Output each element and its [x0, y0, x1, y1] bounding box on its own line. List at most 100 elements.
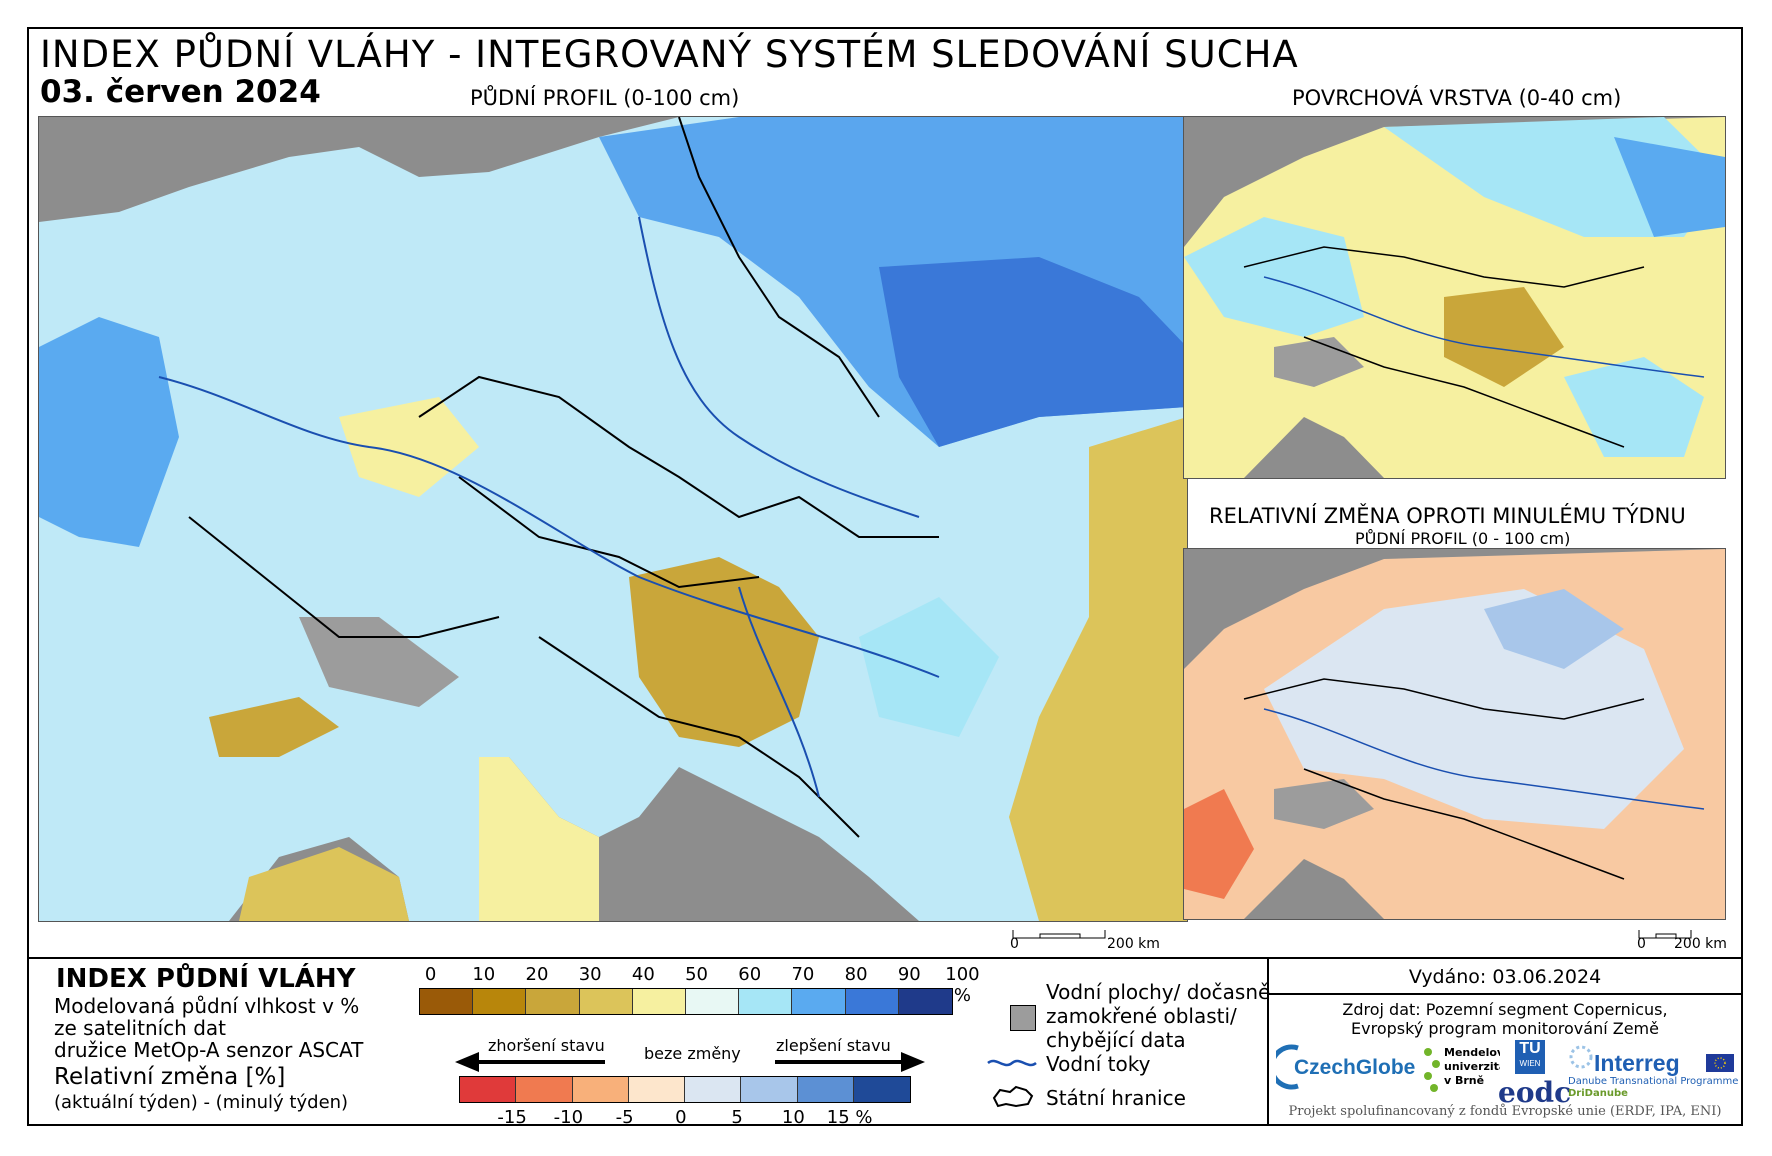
legend-desc-3: družice MetOp-A senzor ASCAT	[54, 1038, 364, 1062]
change-map-sublabel: PŮDNÍ PROFIL (0 - 100 cm)	[1355, 529, 1571, 548]
water-swatch	[1010, 1005, 1036, 1031]
moisture-tick-label: 40	[631, 964, 655, 985]
moisture-tick-label: 50	[685, 964, 708, 985]
surface-map-graphic	[1184, 117, 1725, 478]
wien-text: WIEN	[1519, 1059, 1541, 1068]
moisture-swatch	[685, 989, 740, 1014]
river-line-graphic	[987, 1059, 1037, 1067]
source-line-2: Evropský program monitorování Země	[1351, 1019, 1659, 1038]
moisture-swatch	[632, 989, 686, 1014]
change-swatch	[460, 1077, 517, 1102]
change-tick-label: 10	[781, 1107, 805, 1128]
source-line-1: Zdroj dat: Pozemní segment Copernicus,	[1342, 1000, 1668, 1019]
issued-divider	[1269, 993, 1743, 995]
legend-desc-2: ze satelitních dat	[54, 1016, 226, 1040]
change-ticks: -15 -10 -5 0 5 10 15 %	[484, 1107, 878, 1128]
moisture-tick-label: 60	[738, 964, 762, 985]
moisture-ticks: 0 10 20 30 40 50 60 70 80 90 100 %	[404, 964, 989, 1006]
change-swatch	[853, 1077, 910, 1102]
change-swatch	[516, 1077, 573, 1102]
change-tick-label: -10	[553, 1107, 584, 1128]
main-scale-zero: 0	[1010, 936, 1019, 952]
moisture-tick-label: 70	[791, 964, 815, 985]
czechglobe-text: CzechGlobe	[1294, 1056, 1415, 1079]
interreg-subtitle: Danube Transnational Programme	[1568, 1076, 1739, 1087]
interreg-star-graphic	[1569, 1045, 1593, 1069]
czechglobe-logo: CzechGlobe	[1269, 1042, 1416, 1092]
moisture-tick-label: 90	[897, 964, 921, 985]
worse-arrow-graphic	[455, 1052, 605, 1072]
change-tick-label: 5	[731, 1107, 743, 1128]
moisture-swatch	[792, 989, 846, 1014]
mendel-logo-graphic: Mendelova univerzita v Brně	[1424, 1046, 1512, 1092]
change-title: Relativní změna [%]	[54, 1064, 286, 1090]
relative-change-map	[1183, 548, 1726, 920]
change-swatch	[628, 1077, 685, 1102]
better-label: zlepšení stavu	[776, 1036, 891, 1055]
small-scale-bar	[1636, 928, 1696, 944]
change-tick-label: -5	[615, 1107, 634, 1128]
moisture-swatch	[473, 989, 527, 1014]
small-scale-value: 200 km	[1674, 936, 1727, 952]
tu-text: TU	[1519, 1040, 1541, 1057]
water-label-1: Vodní plochy/ dočasně	[1046, 980, 1271, 1004]
water-label-3: chybějící data	[1046, 1028, 1186, 1052]
moisture-color-bar	[419, 988, 953, 1015]
moisture-swatch	[526, 989, 580, 1014]
worse-arrow	[455, 1050, 605, 1078]
mendel-logo: Mendelova univerzita v Brně	[1420, 1044, 1512, 1100]
tu-wien-logo: TU WIEN	[1515, 1040, 1545, 1074]
change-swatch	[685, 1077, 742, 1102]
small-scale-graphic	[1638, 930, 1692, 939]
worse-label: zhoršení stavu	[488, 1036, 605, 1055]
czechglobe-logo-graphic: CzechGlobe	[1269, 1044, 1415, 1090]
moisture-swatch	[579, 989, 633, 1014]
issued-date: Vydáno: 03.06.2024	[1408, 966, 1602, 988]
dridanube-label: DriDanube	[1568, 1088, 1628, 1099]
moisture-tick-label: 100 %	[945, 964, 980, 1006]
better-arrow-graphic	[775, 1052, 925, 1072]
change-tick-label: 0	[675, 1107, 687, 1128]
better-arrow	[775, 1050, 925, 1078]
page-title: INDEX PŮDNÍ VLÁHY - INTEGROVANÝ SYSTÉM S…	[40, 33, 1299, 76]
info-divider	[1267, 957, 1269, 1126]
date-label: 03. červen 2024	[40, 74, 321, 110]
main-scale-graphic	[1012, 930, 1106, 939]
legend-title: INDEX PŮDNÍ VLÁHY	[56, 964, 356, 994]
change-map-label: RELATIVNÍ ZMĚNA OPROTI MINULÉMU TÝDNU	[1209, 504, 1686, 528]
mendel-text-3: v Brně	[1444, 1074, 1484, 1087]
eu-flag-icon	[1706, 1054, 1734, 1072]
moisture-tick-label: 80	[844, 964, 868, 985]
moisture-tick-label: 30	[578, 964, 602, 985]
legend-divider	[27, 957, 1743, 959]
change-desc: (aktuální týden) - (minulý týden)	[54, 1092, 349, 1113]
surface-layer-map	[1183, 116, 1726, 479]
change-tick-label: 15 %	[826, 1107, 873, 1128]
river-line-icon	[986, 1054, 1038, 1076]
change-swatch	[797, 1077, 854, 1102]
no-change-label: beze změny	[644, 1044, 741, 1063]
moisture-swatch	[845, 989, 899, 1014]
water-label-2: zamokřené oblasti/	[1046, 1004, 1237, 1028]
change-swatch	[741, 1077, 798, 1102]
mendel-text-1: Mendelova	[1444, 1046, 1500, 1059]
interreg-star-icon	[1568, 1044, 1594, 1074]
eu-flag-graphic	[1714, 1057, 1726, 1069]
legend-desc-1: Modelovaná půdní vlhkost v %	[54, 994, 360, 1018]
moisture-tick-label: 0	[424, 964, 437, 985]
borders-label: Státní hranice	[1046, 1086, 1186, 1110]
main-map-graphic	[39, 117, 1187, 921]
border-shape-icon	[990, 1084, 1036, 1114]
change-tick-label: -15	[497, 1107, 527, 1128]
moisture-swatch	[739, 989, 793, 1014]
moisture-swatch	[898, 989, 952, 1014]
main-map-label: PŮDNÍ PROFIL (0-100 cm)	[470, 86, 740, 110]
moisture-tick-label: 10	[472, 964, 496, 985]
change-map-graphic	[1184, 549, 1725, 919]
rivers-label: Vodní toky	[1046, 1052, 1151, 1076]
eodc-logo: eodc	[1498, 1076, 1572, 1109]
small-scale-zero: 0	[1637, 936, 1646, 952]
footer-note: Projekt spolufinancovaný z fondů Evropsk…	[1288, 1104, 1722, 1119]
mendel-text-2: univerzita	[1444, 1060, 1500, 1073]
main-soil-moisture-map	[38, 116, 1188, 922]
